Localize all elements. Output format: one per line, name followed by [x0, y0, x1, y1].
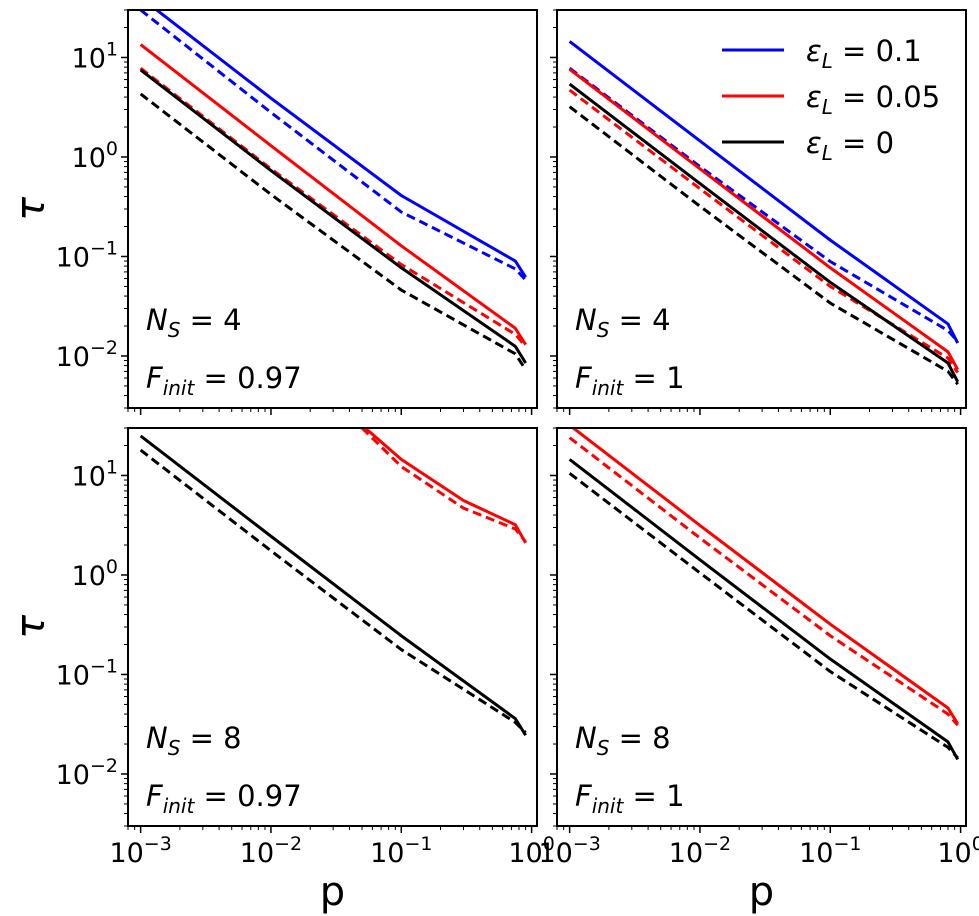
series-line-5	[139, 92, 527, 371]
legend-label-1: εL = 0.05	[806, 80, 940, 119]
y-axis-label: τ	[8, 614, 54, 639]
series-group	[568, 428, 960, 761]
series-group	[139, 428, 527, 737]
annotation-finit: Finit = 1	[575, 361, 685, 400]
y-tick-label: 10−1	[56, 237, 118, 273]
panel-ns8-f097: 10−2 10−1 100 101 10−3 10−2 10−1 100 NS = 8 Finit…	[8, 427, 555, 915]
series-line-5	[568, 105, 959, 386]
x-axis-label: p	[320, 869, 345, 915]
annotation-finit: Finit = 0.97	[146, 779, 302, 818]
legend-label-0: εL = 0.1	[806, 34, 922, 73]
series-line-0	[568, 40, 960, 344]
x-tick-label: 10−3	[109, 833, 171, 869]
x-tick-label: 10−2	[240, 833, 302, 869]
series-line-2	[568, 458, 960, 761]
plot-frame	[127, 9, 538, 409]
x-tick-label: 10−1	[799, 833, 861, 869]
panel-ns4-f097: 10−2 10−1 100 101 NS = 4 Finit = 0.97 τ	[8, 9, 538, 415]
y-tick-label: 101	[72, 456, 118, 492]
legend: εL = 0.1 εL = 0.05 εL = 0	[722, 34, 940, 165]
panel-ns8-f1: 10−3 10−2 10−1 100 NS = 8 Finit = 1 p	[538, 427, 979, 915]
series-line-1	[568, 67, 959, 343]
annotation-finit: Finit = 0.97	[146, 361, 302, 400]
annotation-ns: NS = 8	[575, 721, 671, 760]
annotation-finit: Finit = 1	[575, 779, 685, 818]
series-line-2	[568, 68, 960, 371]
series-group	[139, 10, 527, 371]
y-tick-label: 100	[72, 556, 118, 592]
y-tick-label: 10−2	[56, 755, 118, 791]
annotation-ns: NS = 4	[575, 303, 671, 342]
series-line-3	[568, 88, 959, 374]
series-line-1	[360, 428, 527, 543]
series-line-0	[362, 428, 527, 544]
legend-label-2: εL = 0	[806, 126, 894, 165]
y-tick-label: 10−1	[56, 655, 118, 691]
series-line-2	[139, 43, 527, 346]
x-tick-label: 100	[508, 833, 554, 869]
annotation-ns: NS = 8	[146, 721, 242, 760]
panel-ns4-f1: NS = 4 Finit = 1	[550, 9, 967, 415]
x-tick-label: 10−3	[538, 833, 600, 869]
annotation-ns: NS = 4	[146, 303, 242, 342]
y-tick-label: 100	[72, 138, 118, 174]
series-line-3	[139, 448, 527, 734]
y-axis-label: τ	[8, 196, 54, 221]
x-tick-label: 10−2	[669, 833, 731, 869]
series-line-4	[139, 68, 527, 364]
x-axis-label: p	[749, 869, 774, 915]
series-line-3	[568, 472, 959, 759]
series-line-0	[570, 428, 959, 725]
y-tick-label: 10−2	[56, 337, 118, 373]
series-line-4	[568, 82, 960, 383]
series-line-1	[568, 436, 959, 727]
x-tick-label: 100	[937, 833, 979, 869]
series-line-3	[139, 67, 527, 348]
series-group	[568, 40, 960, 386]
y-tick-label: 101	[72, 38, 118, 74]
series-line-1	[139, 10, 527, 282]
plot-frame	[556, 427, 967, 827]
series-line-0	[154, 10, 527, 278]
plot-frame	[556, 9, 967, 409]
x-tick-label: 10−1	[370, 833, 432, 869]
